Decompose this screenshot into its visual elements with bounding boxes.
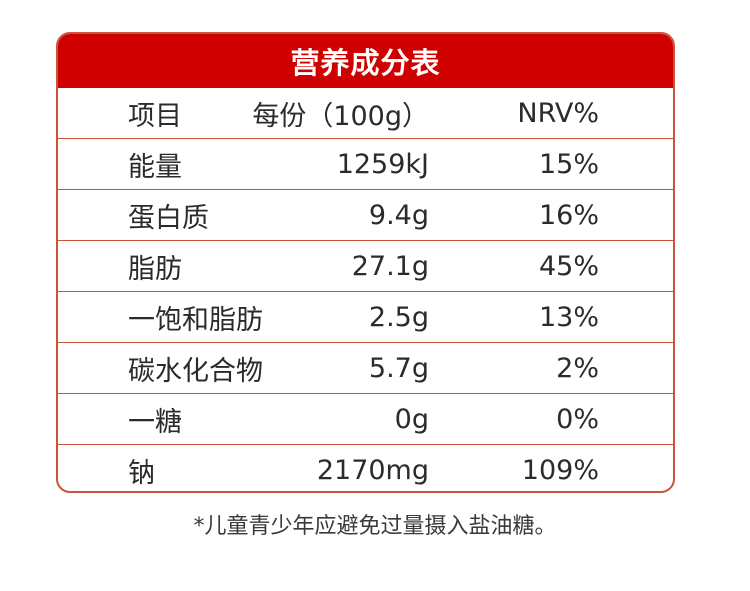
table-header-row: 项目 每份（100g） NRV%: [58, 88, 673, 139]
nutrient-name: 能量: [128, 152, 182, 183]
nutrient-amount: 27.1g: [351, 251, 429, 282]
nutrient-nrv: 45%: [538, 251, 599, 282]
nutrient-nrv: 13%: [538, 302, 599, 333]
row-divider: [58, 138, 673, 139]
table-row: 蛋白质 9.4g 16%: [58, 190, 673, 241]
table-row: 一糖 0g 0%: [58, 394, 673, 445]
nutrient-amount: 5.7g: [368, 353, 429, 384]
row-divider: [58, 240, 673, 241]
header-amount: 每份（100g）: [252, 101, 429, 132]
header-item: 项目: [128, 101, 182, 132]
table-row: 能量 1259kJ 15%: [58, 139, 673, 190]
row-divider: [58, 291, 673, 292]
table-row: 一饱和脂肪 2.5g 13%: [58, 292, 673, 343]
footnote: *儿童青少年应避免过量摄入盐油糖。: [193, 514, 557, 539]
nutrient-name: 脂肪: [128, 254, 182, 285]
table-row: 钠 2170mg 109%: [58, 445, 673, 491]
nutrient-name: 钠: [128, 458, 155, 489]
nutrition-table: 项目 每份（100g） NRV% 能量 1259kJ 15% 蛋白质 9.4g …: [58, 88, 673, 491]
header-nrv: NRV%: [517, 98, 599, 129]
nutrient-name: 碳水化合物: [128, 356, 263, 387]
table-row: 碳水化合物 5.7g 2%: [58, 343, 673, 394]
nutrient-nrv: 2%: [556, 353, 599, 384]
row-divider: [58, 189, 673, 190]
nutrient-amount: 2170mg: [316, 455, 429, 486]
nutrient-name: 一糖: [128, 407, 182, 438]
nutrient-nrv: 16%: [538, 200, 599, 231]
nutrient-amount: 2.5g: [368, 302, 429, 333]
nutrient-nrv: 15%: [538, 149, 599, 180]
row-divider: [58, 444, 673, 445]
nutrient-name: 蛋白质: [128, 203, 209, 234]
nutrient-name: 一饱和脂肪: [128, 305, 263, 336]
nutrient-nrv: 0%: [556, 404, 599, 435]
row-divider: [58, 393, 673, 394]
row-divider: [58, 342, 673, 343]
nutrition-table-title: 营养成分表: [58, 34, 673, 88]
table-row: 脂肪 27.1g 45%: [58, 241, 673, 292]
nutrition-facts-card: 营养成分表 项目 每份（100g） NRV% 能量 1259kJ 15% 蛋白质…: [56, 32, 675, 493]
nutrient-amount: 9.4g: [368, 200, 429, 231]
nutrient-amount: 0g: [394, 404, 429, 435]
nutrient-nrv: 109%: [521, 455, 599, 486]
nutrient-amount: 1259kJ: [336, 149, 429, 180]
